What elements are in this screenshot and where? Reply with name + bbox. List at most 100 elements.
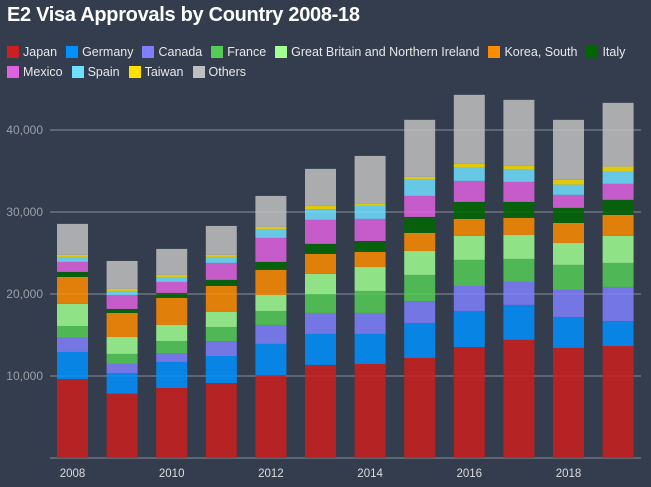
legend-item[interactable]: Germany [66,45,133,59]
bar-segment-germany-2018 [553,316,584,348]
bar-segment-great-britain-and-northern-ireland-2011 [205,311,237,327]
bar-segment-germany-2015 [404,322,436,358]
bar-segment-others-2017 [503,99,535,166]
bar-segment-japan-2013 [305,364,336,458]
bar-segment-mexico-2015 [404,195,436,217]
bar-segment-others-2018 [553,119,584,180]
bar-segment-taiwan-2013 [305,205,336,210]
bar-segment-france-2016 [453,259,485,286]
bar-segment-mexico-2017 [503,181,535,202]
bar-segment-mexico-2013 [305,219,336,244]
bar-segment-mexico-2019 [602,183,634,200]
bar-segment-taiwan-2018 [553,179,584,185]
y-tick-label: 30,000 [6,205,43,219]
x-tick-label: 2010 [159,468,185,480]
bar-segment-spain-2014 [354,205,386,219]
bar-segment-canada-2012 [255,324,287,344]
bar-segment-taiwan-2017 [503,165,535,170]
bar-segment-others-2016 [453,94,485,164]
bar-segment-japan-2017 [503,339,535,458]
bar-segment-japan-2012 [255,375,287,458]
bar-segment-japan-2010 [156,387,188,458]
legend-item[interactable]: Japan [7,45,57,59]
bar-segment-japan-2014 [354,363,386,458]
bar-segment-taiwan-2011 [205,254,237,257]
legend-label: Others [208,65,247,79]
bar-segment-france-2012 [255,310,287,325]
bar-segment-japan-2018 [553,347,584,458]
legend: Japan Germany Canada France Great Britain an… [7,42,647,82]
bar-segment-italy-2012 [255,261,287,270]
bar-segment-canada-2010 [156,353,188,362]
bar-segment-france-2009 [106,353,138,364]
legend-item[interactable]: Great Britain and Northern Ireland [275,45,479,59]
bar-segment-others-2019 [602,102,634,167]
bar-segment-japan-2009 [106,393,138,458]
bar-segment-germany-2010 [156,361,188,388]
legend-item[interactable]: Korea, South [488,45,577,59]
bar-segment-italy-2014 [354,240,386,252]
bar-segment-others-2012 [255,195,287,227]
legend-item[interactable]: Italy [586,45,625,59]
bar-segment-germany-2009 [106,372,138,394]
bar-segment-mexico-2016 [453,180,485,202]
legend-label: Korea, South [504,45,578,59]
legend-swatch [7,66,19,78]
bar-segment-korea-south-2010 [156,297,188,325]
bar-segment-taiwan-2016 [453,163,485,168]
y-tick-label: 40,000 [6,123,43,137]
bar-segment-others-2015 [404,119,436,177]
bar-segment-canada-2009 [106,363,138,373]
bar-segment-japan-2011 [205,382,237,458]
legend-label: France [227,45,267,59]
bar-segment-italy-2009 [106,308,138,313]
bar-segment-italy-2013 [305,243,336,254]
bar-segment-others-2009 [106,260,138,289]
legend-item[interactable]: Spain [71,65,120,79]
bar-segment-japan-2019 [602,345,634,458]
bar-segment-spain-2017 [503,169,535,182]
bar-segment-france-2018 [553,264,584,290]
bar-segment-germany-2012 [255,343,287,376]
bar-segment-japan-2015 [404,357,436,458]
bar-segment-canada-2013 [305,312,336,334]
bar-segment-italy-2015 [404,216,436,233]
legend-item[interactable]: Others [192,65,247,79]
bar-segment-germany-2008 [57,351,88,379]
bar-segment-taiwan-2012 [255,226,287,230]
bar-segment-canada-2015 [404,301,436,323]
x-tick-label: 2008 [60,468,86,480]
bar-segment-taiwan-2009 [106,288,138,291]
bar-segment-great-britain-and-northern-ireland-2012 [255,294,287,311]
bar-segment-italy-2016 [453,201,485,219]
bar-segment-italy-2019 [602,199,634,215]
bar-segment-korea-south-2009 [106,312,138,337]
bar-segment-korea-south-2019 [602,214,634,236]
bar-segment-france-2013 [305,293,336,313]
legend-swatch [128,66,141,78]
legend-item[interactable]: France [211,45,266,59]
chart-title: E2 Visa Approvals by Country 2008-18 [7,4,360,26]
bar-segment-korea-south-2016 [453,218,485,236]
legend-swatch [586,46,599,58]
legend-item[interactable]: Canada [142,45,202,59]
bar-segment-taiwan-2015 [404,176,436,180]
legend-swatch [275,46,288,58]
bar-segment-mexico-2009 [106,294,138,309]
bar-segment-canada-2017 [503,281,535,305]
bar-segment-great-britain-and-northern-ireland-2014 [354,266,386,291]
bar-segment-great-britain-and-northern-ireland-2016 [453,235,485,260]
bar-segment-japan-2016 [453,346,485,458]
bar-segment-others-2013 [305,168,336,206]
bar-segment-germany-2011 [205,355,237,383]
bar-segment-great-britain-and-northern-ireland-2018 [553,242,584,265]
bar-segment-taiwan-2010 [156,274,188,278]
bar-segment-germany-2019 [602,320,634,346]
legend-item[interactable]: Mexico [7,65,63,79]
bar-segment-france-2008 [57,325,88,338]
bar-segment-canada-2014 [354,312,386,334]
bar-segment-spain-2015 [404,179,436,196]
legend-item[interactable]: Taiwan [128,65,184,79]
bar-segment-korea-south-2018 [553,222,584,243]
